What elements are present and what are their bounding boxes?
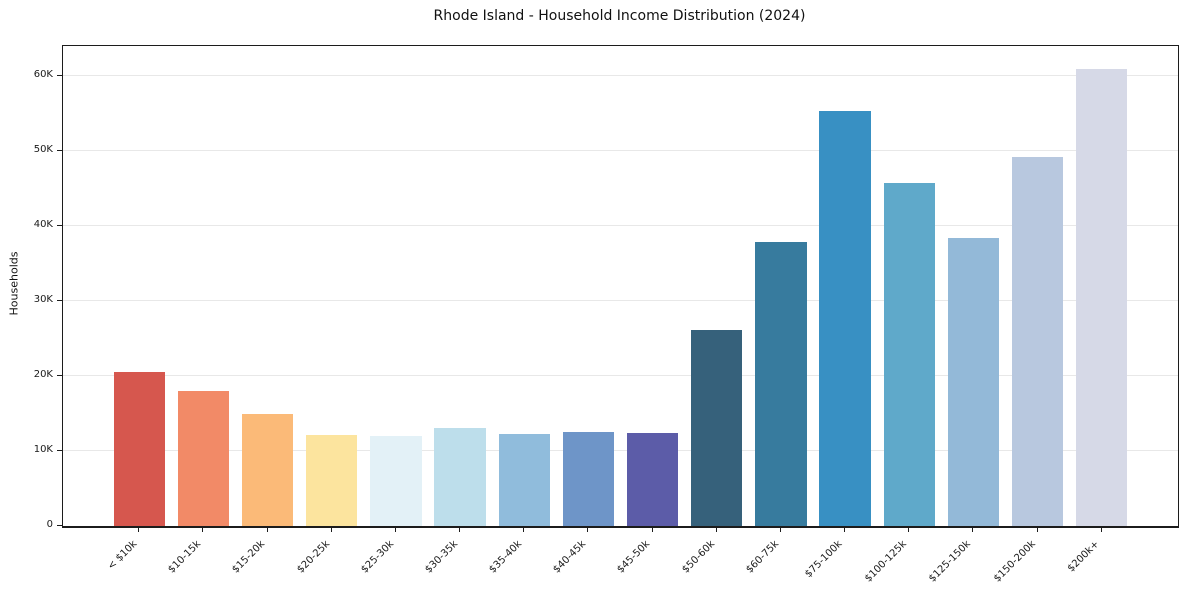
x-tick-label-text: $30-35k — [423, 538, 460, 576]
x-tick-mark — [908, 527, 910, 532]
chart-title: Rhode Island - Household Income Distribu… — [433, 8, 806, 24]
gridline — [63, 150, 1178, 151]
gridline — [63, 375, 1178, 376]
gridline — [63, 75, 1178, 76]
bar — [113, 372, 165, 526]
plot-area — [62, 45, 1179, 528]
bar — [434, 428, 486, 526]
bar — [691, 329, 743, 526]
x-tick-mark — [330, 527, 332, 532]
x-tick-label-text: $50-60k — [679, 538, 717, 576]
x-tick-label-text: $10-15k — [166, 538, 204, 576]
x-tick-mark — [844, 527, 846, 532]
y-tick-label: 30K — [33, 294, 53, 305]
x-tick-mark — [394, 527, 396, 532]
y-tick-mark — [57, 150, 62, 151]
y-tick-label: 20K — [33, 369, 53, 380]
y-tick-mark — [57, 525, 62, 526]
gridline — [63, 300, 1178, 301]
gridline — [63, 450, 1178, 451]
x-tick-mark — [1036, 527, 1038, 532]
x-tick-label-text: $200k+ — [1065, 538, 1102, 575]
x-tick-label-text: $45-50k — [615, 538, 653, 576]
x-tick-mark — [587, 527, 589, 532]
bar — [177, 391, 230, 526]
x-tick-mark — [138, 527, 140, 532]
x-tick-label-text: $100-125k — [863, 538, 910, 585]
bar — [947, 238, 999, 526]
x-tick-mark — [779, 527, 781, 532]
x-tick-label-text: $25-30k — [358, 538, 396, 576]
y-tick-label: 0 — [46, 519, 53, 530]
x-tick-mark — [715, 527, 717, 532]
x-tick-mark — [202, 527, 204, 532]
x-tick-mark — [651, 527, 653, 532]
y-tick-label: 60K — [33, 69, 53, 80]
x-tick-label-text: $150-200k — [991, 538, 1038, 585]
y-tick-mark — [57, 375, 62, 376]
bar — [1011, 157, 1064, 526]
x-tick-mark — [266, 527, 268, 532]
x-tick-label-text: $125-150k — [927, 538, 974, 585]
y-axis-label: Households — [7, 251, 21, 316]
y-tick-mark — [57, 450, 62, 451]
y-tick-mark — [57, 300, 62, 301]
y-tick-mark — [57, 225, 62, 226]
x-tick-label-text: $60-75k — [743, 538, 781, 576]
y-tick-label: 40K — [33, 219, 53, 230]
bar — [883, 182, 935, 526]
x-tick-label-text: $15-20k — [230, 538, 268, 576]
bar — [498, 434, 550, 526]
gridline — [63, 225, 1178, 226]
bar — [755, 241, 807, 526]
y-tick-label: 50K — [33, 144, 53, 155]
bar — [819, 110, 871, 526]
x-tick-label-text: < $10k — [105, 538, 140, 573]
x-tick-mark — [523, 527, 525, 532]
bar — [562, 432, 615, 526]
bar — [241, 413, 294, 526]
y-tick-mark — [57, 75, 62, 76]
y-tick-label: 10K — [33, 444, 53, 455]
x-tick-mark — [972, 527, 974, 532]
bar — [306, 435, 358, 526]
x-tick-mark — [1100, 527, 1102, 532]
x-tick-label-text: $40-45k — [551, 538, 589, 576]
x-tick-label-text: $75-100k — [803, 538, 845, 581]
x-tick-label-text: $35-40k — [487, 538, 525, 576]
x-tick-mark — [459, 527, 461, 532]
bar — [370, 436, 422, 526]
bar — [1075, 68, 1128, 526]
bar — [626, 433, 679, 526]
x-tick-label-text: $20-25k — [294, 538, 332, 576]
